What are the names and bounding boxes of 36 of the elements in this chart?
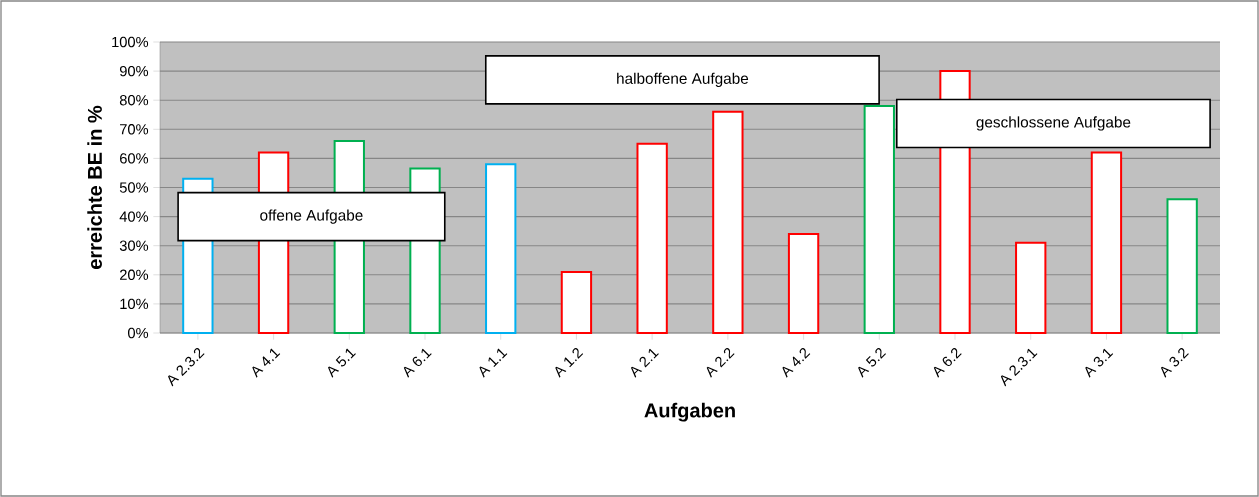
bar [1090, 151, 1123, 334]
annotation: halboffene Aufgabe [617, 72, 749, 87]
x-axis-title: Aufgaben [644, 402, 735, 422]
x-tick-label: A 6.2 [933, 348, 962, 378]
y-tick-label: 70% [120, 124, 149, 135]
y-tick-label: 60% [120, 153, 149, 164]
annotation: geschlossene Aufgabe [976, 116, 1131, 131]
bar [712, 110, 744, 334]
y-tick-label: 0% [127, 327, 149, 339]
y-tick-label: 10% [120, 298, 149, 310]
y-tick-label: 40% [119, 211, 149, 222]
bar [1166, 198, 1198, 334]
x-tick-label: A 5.2 [858, 348, 887, 378]
x-tick-label: A 4.2 [782, 348, 811, 378]
annotation: offene Aufgabe [260, 209, 363, 224]
bar [485, 163, 517, 334]
y-tick-label: 90% [119, 65, 149, 77]
bar [636, 142, 668, 334]
x-tick-label: A 3.1 [1085, 348, 1114, 378]
x-tick-label: A 1.2 [555, 348, 584, 378]
bar [787, 233, 820, 334]
x-tick-label: A 1.1 [479, 348, 508, 378]
x-tick-label: A 4.1 [252, 348, 281, 378]
y-tick-label: 20% [120, 269, 149, 280]
x-tick-label: A 5.1 [328, 348, 356, 378]
y-tick-label: 30% [119, 240, 149, 251]
x-tick-label: A 2.2 [706, 348, 735, 378]
y-tick-label: 80% [119, 95, 149, 106]
x-tick-label: A 6.1 [403, 348, 432, 378]
y-axis-title: erreichte BE in % [87, 105, 102, 269]
x-tick-label: A 3.2 [1160, 348, 1189, 378]
x-tick-label: A 2.1 [630, 348, 659, 378]
bar [560, 270, 593, 334]
y-tick-label: 50% [119, 182, 149, 193]
y-tick-label: 100% [112, 36, 149, 48]
bar [1015, 241, 1047, 334]
